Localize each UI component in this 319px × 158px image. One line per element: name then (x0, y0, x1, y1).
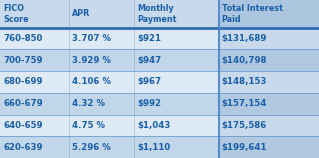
Text: 680-699: 680-699 (3, 77, 43, 86)
Bar (0, 136, 69, 158)
Bar (0, 0, 69, 28)
Bar (219, 115, 319, 136)
Bar (0, 28, 69, 49)
Bar (69, 0, 134, 28)
Text: FICO
Score: FICO Score (3, 4, 29, 24)
Text: $1,110: $1,110 (137, 143, 170, 152)
Text: $1,043: $1,043 (137, 121, 171, 130)
Bar (134, 0, 219, 28)
Text: $199,641: $199,641 (222, 143, 267, 152)
Bar (0, 115, 69, 136)
Text: 4.32 %: 4.32 % (72, 99, 105, 108)
Text: Monthly
Payment: Monthly Payment (137, 4, 176, 24)
Text: $131,689: $131,689 (222, 34, 267, 43)
Bar (69, 115, 134, 136)
Bar (134, 49, 219, 71)
Bar (134, 136, 219, 158)
Bar (219, 136, 319, 158)
Bar (69, 71, 134, 93)
Bar (69, 136, 134, 158)
Text: 640-659: 640-659 (3, 121, 43, 130)
Bar (69, 49, 134, 71)
Bar (219, 0, 319, 28)
Text: $921: $921 (137, 34, 161, 43)
Text: 3.707 %: 3.707 % (72, 34, 111, 43)
Bar (0, 49, 69, 71)
Bar (219, 28, 319, 49)
Text: 620-639: 620-639 (3, 143, 43, 152)
Bar (219, 71, 319, 93)
Text: 4.106 %: 4.106 % (72, 77, 111, 86)
Text: $157,154: $157,154 (222, 99, 267, 108)
Text: 4.75 %: 4.75 % (72, 121, 105, 130)
Bar (134, 93, 219, 115)
Bar (69, 28, 134, 49)
Bar (219, 49, 319, 71)
Text: $992: $992 (137, 99, 161, 108)
Bar (134, 28, 219, 49)
Text: $947: $947 (137, 56, 161, 65)
Text: 5.296 %: 5.296 % (72, 143, 110, 152)
Text: 700-759: 700-759 (3, 56, 43, 65)
Text: Total Interest
Paid: Total Interest Paid (222, 4, 283, 24)
Bar (134, 115, 219, 136)
Bar (0, 93, 69, 115)
Text: $148,153: $148,153 (222, 77, 267, 86)
Text: $175,586: $175,586 (222, 121, 267, 130)
Bar (0, 71, 69, 93)
Bar (69, 93, 134, 115)
Text: $140,798: $140,798 (222, 56, 267, 65)
Text: 660-679: 660-679 (3, 99, 43, 108)
Text: 3.929 %: 3.929 % (72, 56, 111, 65)
Bar (134, 71, 219, 93)
Bar (219, 93, 319, 115)
Text: 760-850: 760-850 (3, 34, 42, 43)
Text: APR: APR (72, 9, 90, 18)
Text: $967: $967 (137, 77, 161, 86)
